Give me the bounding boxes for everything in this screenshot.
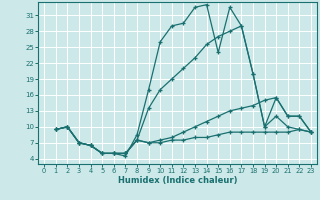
X-axis label: Humidex (Indice chaleur): Humidex (Indice chaleur) — [118, 176, 237, 185]
